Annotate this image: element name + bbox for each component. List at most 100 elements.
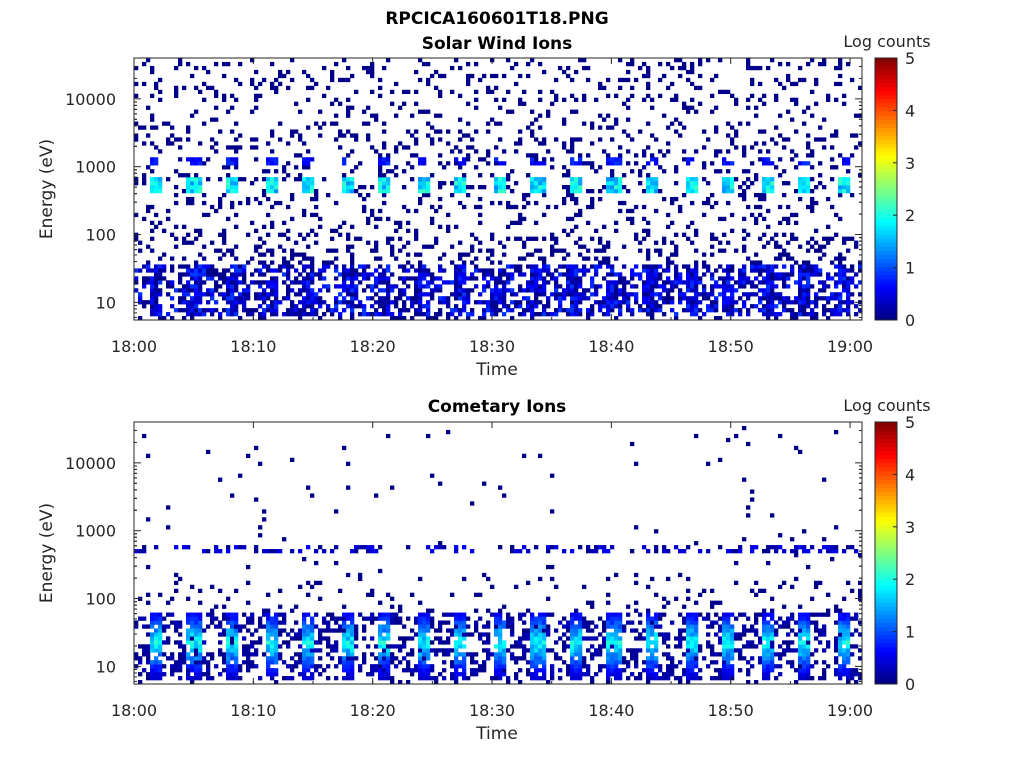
spectrogram-cell — [598, 236, 603, 241]
spectrogram-cell — [522, 632, 527, 637]
spectrogram-cell — [198, 652, 203, 657]
spectrogram-cell — [474, 300, 479, 305]
spectrogram-cell — [726, 304, 731, 309]
spectrogram-cell — [690, 200, 695, 206]
spectrogram-cell — [654, 660, 659, 665]
spectrogram-cell — [470, 260, 475, 265]
spectrogram-cell — [450, 244, 455, 249]
spectrogram-cell — [302, 141, 307, 146]
spectrogram-cell — [798, 288, 803, 293]
spectrogram-cell — [838, 181, 843, 186]
spectrogram-cell — [350, 73, 355, 79]
spectrogram-cell — [538, 640, 543, 645]
spectrogram-cell — [830, 177, 835, 182]
spectrogram-cell — [666, 656, 671, 661]
spectrogram-cell — [514, 584, 519, 590]
spectrogram-cell — [382, 296, 387, 301]
spectrogram-cell — [510, 545, 515, 550]
spectrogram-cell — [782, 308, 787, 313]
spectrogram-cell — [266, 161, 271, 166]
colorbar-segment — [875, 127, 897, 133]
spectrogram-cell — [186, 272, 191, 277]
spectrogram-cell — [690, 97, 695, 102]
spectrogram-cell — [310, 304, 315, 309]
spectrogram-cell — [454, 316, 459, 321]
colorbar-segment — [875, 156, 897, 161]
colorbar-segment — [875, 189, 897, 194]
spectrogram-cell — [534, 304, 539, 309]
spectrogram-cell — [318, 632, 323, 637]
spectrogram-cell — [530, 189, 535, 194]
spectrogram-cell — [458, 149, 463, 154]
spectrogram-cell — [746, 185, 751, 190]
spectrogram-cell — [202, 660, 207, 665]
spectrogram-cell — [766, 284, 771, 289]
spectrogram-cell — [158, 632, 163, 637]
spectrogram-cell — [158, 612, 163, 617]
spectrogram-cell — [770, 236, 775, 241]
spectrogram-cell — [538, 648, 543, 653]
spectrogram-cell — [618, 157, 623, 162]
spectrogram-cell — [810, 316, 815, 321]
spectrogram-cell — [286, 308, 291, 313]
spectrogram-cell — [298, 672, 303, 677]
spectrogram-cell — [378, 216, 383, 222]
spectrogram-cell — [230, 624, 235, 629]
spectrogram-cell — [150, 268, 155, 273]
spectrogram-cell — [186, 189, 191, 194]
spectrogram-cell — [654, 300, 659, 305]
spectrogram-cell — [206, 177, 211, 182]
spectrogram-cell — [422, 312, 427, 317]
spectrogram-cell — [190, 624, 195, 629]
spectrogram-cell — [414, 89, 419, 95]
spectrogram-cell — [314, 624, 319, 629]
spectrogram-cell — [534, 628, 539, 633]
spectrogram-cell — [498, 656, 503, 661]
spectrogram-cell — [630, 137, 635, 142]
spectrogram-cell — [634, 656, 639, 661]
spectrogram-cell — [474, 264, 479, 269]
spectrogram-cell — [674, 244, 679, 249]
spectrogram-cell — [186, 280, 191, 285]
spectrogram-cell — [290, 288, 295, 293]
spectrogram-cell — [506, 58, 511, 63]
spectrogram-cell — [238, 292, 243, 297]
spectrogram-cell — [290, 312, 295, 317]
spectrogram-cell — [610, 644, 615, 649]
spectrogram-cell — [854, 113, 859, 118]
spectrogram-cell — [642, 204, 647, 210]
spectrogram-cell — [462, 133, 467, 138]
spectrogram-cell — [318, 133, 323, 138]
spectrogram-cell — [154, 640, 159, 645]
spectrogram-cell — [398, 644, 403, 649]
spectrogram-cell — [810, 113, 815, 118]
spectrogram-cell — [314, 189, 319, 194]
spectrogram-cell — [346, 640, 351, 645]
spectrogram-cell — [318, 296, 323, 301]
spectrogram-cell — [434, 284, 439, 289]
spectrogram-cell — [634, 284, 639, 289]
spectrogram-cell — [726, 308, 731, 313]
spectrogram-cell — [450, 660, 455, 665]
spectrogram-cell — [270, 220, 275, 226]
spectrogram-cell — [158, 660, 163, 665]
spectrogram-cell — [606, 624, 611, 629]
spectrogram-cell — [686, 296, 691, 301]
spectrogram-cell — [538, 276, 543, 281]
spectrogram-cell — [570, 549, 575, 554]
spectrogram-cell — [726, 121, 731, 126]
spectrogram-cell — [290, 308, 295, 313]
spectrogram-cell — [650, 664, 655, 669]
spectrogram-cell — [338, 101, 343, 106]
spectrogram-cell — [334, 664, 339, 669]
spectrogram-cell — [518, 300, 523, 305]
spectrogram-cell — [274, 648, 279, 653]
spectrogram-cell — [610, 173, 615, 178]
spectrogram-cell — [270, 248, 275, 253]
spectrogram-cell — [638, 632, 643, 637]
spectrogram-cell — [482, 664, 487, 669]
spectrogram-cell — [274, 189, 279, 194]
spectrogram-cell — [274, 268, 279, 273]
spectrogram-cell — [302, 284, 307, 289]
spectrogram-cell — [198, 620, 203, 625]
